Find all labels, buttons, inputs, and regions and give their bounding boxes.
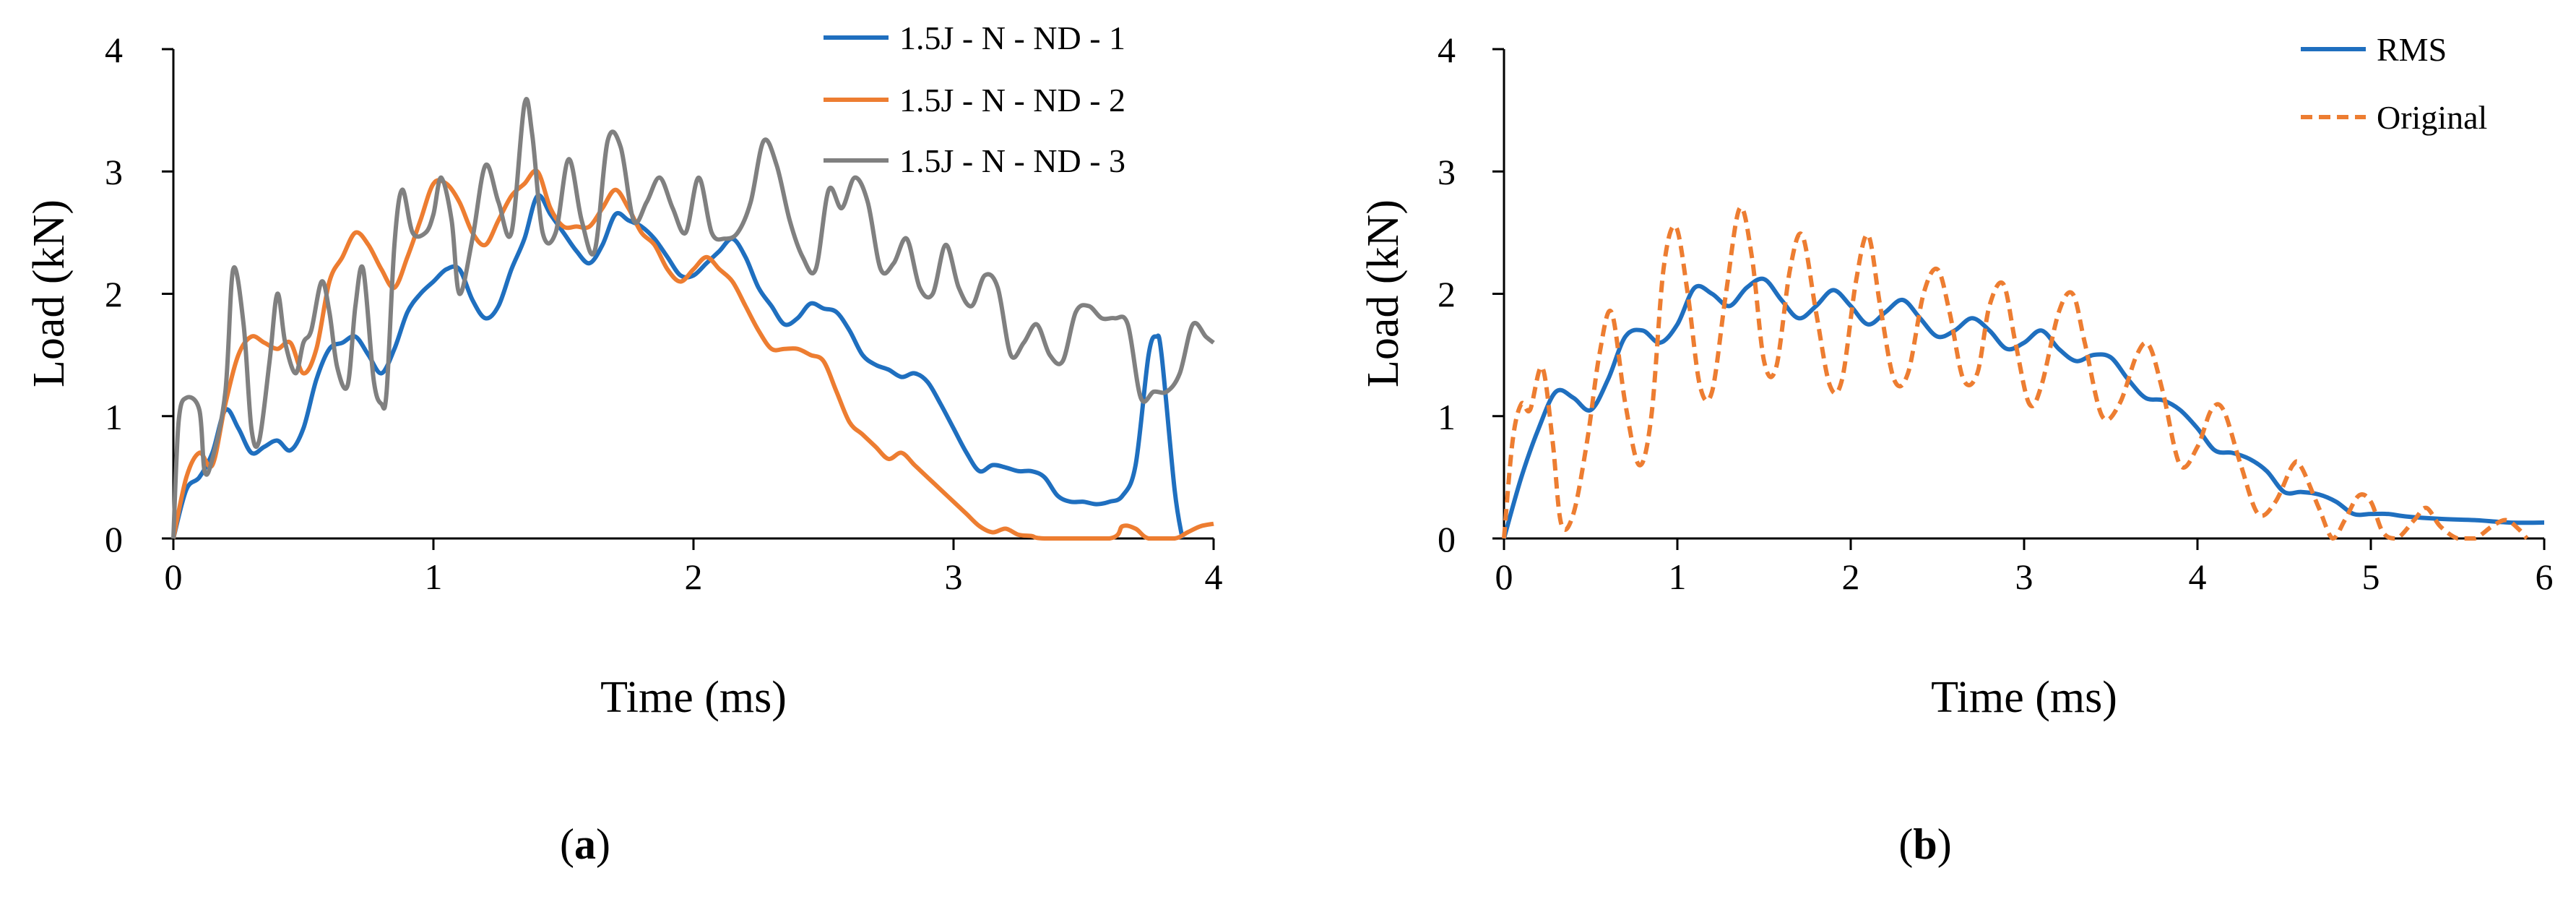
panel-a-label-letter: a [574,820,596,868]
panel-b-label: (b) [1898,820,1951,868]
legend-label-rms: RMS [2377,31,2447,68]
panel-b-xlabel: Time (ms) [1931,673,2117,722]
legend-label-1: 1.5J - N - ND - 1 [899,20,1125,56]
panel-a-ytick-label: 4 [105,30,123,70]
panel-a-series-line-2 [171,168,1214,541]
panel-a-ytick-label: 2 [105,274,123,314]
panel-b-ytick-label: 3 [1438,152,1456,192]
panel-a-ytick-label: 0 [105,519,123,559]
panel-b-series-line-2 [1502,205,2529,541]
panel-a-label-open: ( [560,820,574,868]
panel-a-ytick-label: 3 [105,152,123,192]
panel-a-xtick-label: 4 [1205,557,1223,597]
panel-a-ylabel: Load (kN) [25,199,74,387]
panel-b-ytick-label: 2 [1438,274,1456,314]
panel-a-series-group [171,97,1215,541]
legend-label-3: 1.5J - N - ND - 3 [899,142,1125,179]
chart-panel-a: 0 1 2 3 4 0 1 2 3 4 Load (kN) Time (ms) … [25,20,1223,868]
panel-b-label-letter: b [1913,820,1937,868]
panel-a-label: (a) [560,820,610,868]
panel-a-legend: 1.5J - N - ND - 1 1.5J - N - ND - 2 1.5J… [824,20,1125,179]
panel-a-series-line-1 [171,193,1185,539]
panel-b-legend: RMS Original [2301,31,2487,136]
panel-b-ytick-label: 0 [1438,519,1456,559]
panel-a-xtick-label: 2 [685,557,703,597]
panel-a-ytick-label: 1 [105,397,123,437]
panel-a-series-line-3 [171,97,1215,539]
panel-b-ytick-label: 4 [1438,30,1456,70]
panel-b-label-open: ( [1898,820,1913,868]
panel-b-xtick-label: 1 [1669,557,1687,597]
panel-a-xlabel: Time (ms) [600,673,787,722]
panel-b-x-tick-marks [1503,538,2546,550]
panel-b-xtick-label: 0 [1495,557,1513,597]
panel-b-label-close: ) [1937,820,1952,868]
chart-panel-b: 0 1 2 3 4 0 1 2 3 4 5 6 Load (kN) Time (… [1359,30,2554,868]
panel-a-xtick-label: 0 [165,557,183,597]
panel-a-xtick-label: 3 [945,557,963,597]
panel-a-x-tick-marks [172,538,1215,550]
legend-label-original: Original [2377,99,2487,136]
panel-b-y-tick-marks [1492,48,1504,540]
panel-b-xtick-label: 5 [2362,557,2380,597]
panel-b-xtick-label: 4 [2189,557,2207,597]
panel-b-series-group [1502,205,2545,541]
panel-b-ytick-label: 1 [1438,397,1456,437]
panel-b-ylabel: Load (kN) [1359,199,1408,387]
panel-b-xtick-label: 3 [2015,557,2033,597]
panel-b-xtick-label: 6 [2536,557,2554,597]
panel-b-xtick-label: 2 [1842,557,1860,597]
panel-a-y-tick-marks [162,48,173,540]
panel-a-label-close: ) [596,820,610,868]
legend-label-2: 1.5J - N - ND - 2 [899,82,1125,119]
panel-a-xtick-label: 1 [425,557,443,597]
